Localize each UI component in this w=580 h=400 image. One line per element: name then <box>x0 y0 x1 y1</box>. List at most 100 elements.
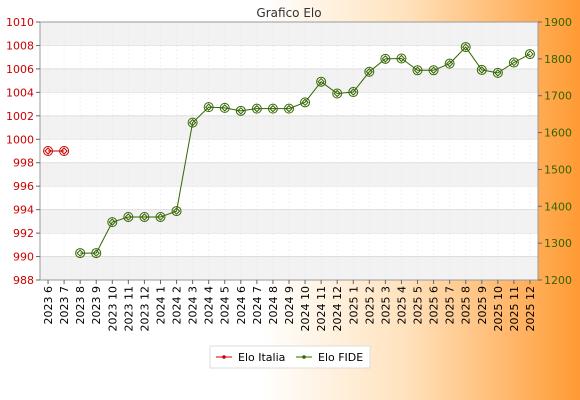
data-point <box>380 53 391 64</box>
y-left-tick-label: 998 <box>13 157 34 170</box>
series-elo-italia <box>43 146 70 156</box>
data-point-marker <box>397 54 406 63</box>
data-point-marker <box>445 59 454 68</box>
data-point <box>492 67 503 78</box>
grid-band <box>40 22 538 46</box>
y-left-tick-label: 1002 <box>6 110 34 123</box>
data-point-marker <box>285 104 293 113</box>
legend-swatch-marker <box>302 355 306 359</box>
data-point <box>316 76 327 87</box>
data-point <box>444 58 455 69</box>
data-point-marker <box>108 218 116 226</box>
legend-label: Elo FIDE <box>318 351 363 364</box>
data-point-marker <box>381 55 390 63</box>
y-left-tick-label: 996 <box>13 180 34 193</box>
y-right-tick-label: 1300 <box>544 237 572 250</box>
data-point <box>107 217 118 228</box>
y-right-tick-label: 1700 <box>544 90 572 103</box>
y-left-tick-label: 1010 <box>6 16 34 29</box>
data-point-marker <box>60 147 68 155</box>
data-point <box>348 87 359 98</box>
data-point <box>284 103 294 114</box>
data-point <box>139 211 150 222</box>
x-tick-label: 2025 10 <box>492 286 505 332</box>
x-tick-label: 2025 8 <box>460 286 473 325</box>
data-point-marker <box>44 147 52 155</box>
y-left-tick-label: 1004 <box>6 86 34 99</box>
x-tick-label: 2025 4 <box>395 286 408 325</box>
data-point <box>91 248 102 259</box>
data-point <box>123 211 134 222</box>
data-point <box>75 248 86 259</box>
data-point-marker <box>301 98 309 107</box>
data-point <box>43 146 54 156</box>
x-tick-label: 2023 6 <box>42 286 55 325</box>
grid-band <box>40 256 538 280</box>
data-point-marker <box>413 66 422 74</box>
x-tick-label: 2024 5 <box>219 286 232 325</box>
data-point <box>332 88 343 99</box>
y-axis-left: 988 990 992 994 996 998 1000 1002 1004 1006 1008 10… <box>6 16 40 287</box>
data-point-marker <box>172 207 181 215</box>
data-point-marker <box>349 88 357 96</box>
x-tick-label: 2024 1 <box>154 286 167 325</box>
series-elo-fide <box>75 42 535 259</box>
legend-label: Elo Italia <box>238 351 285 364</box>
data-point-marker <box>429 66 438 74</box>
data-point-marker <box>124 213 133 221</box>
y-right-tick-label: 1600 <box>544 127 572 140</box>
y-left-tick-label: 1006 <box>6 63 34 76</box>
data-point-marker <box>253 104 261 113</box>
x-tick-label: 2024 12 <box>331 286 344 332</box>
data-point-marker <box>140 213 149 221</box>
data-point <box>59 146 70 156</box>
legend-swatch-marker <box>222 355 226 359</box>
y-right-tick-label: 1900 <box>544 16 572 29</box>
data-point <box>508 57 519 68</box>
data-point-marker <box>237 107 245 115</box>
x-axis: 2023 6 2023 7 2023 8 2023 9 2023 10 2023 11 20… <box>42 280 537 332</box>
data-point-marker <box>510 58 518 67</box>
data-point-marker <box>526 50 534 58</box>
y-right-tick-label: 1200 <box>544 274 572 287</box>
x-tick-label: 2023 8 <box>74 286 87 325</box>
x-tick-label: 2023 10 <box>106 286 119 332</box>
data-point <box>364 66 375 77</box>
data-point <box>412 65 423 76</box>
data-point-marker <box>478 66 486 74</box>
data-point <box>251 103 262 114</box>
data-point-marker <box>494 69 502 77</box>
data-point-marker <box>462 43 470 51</box>
y-left-tick-label: 988 <box>13 274 34 287</box>
x-tick-label: 2023 7 <box>58 286 71 325</box>
x-tick-label: 2025 12 <box>524 286 537 332</box>
x-tick-label: 2024 3 <box>187 286 200 325</box>
data-point <box>524 49 535 60</box>
series-line <box>80 46 531 254</box>
y-left-tick-label: 992 <box>13 227 34 240</box>
data-point <box>171 206 182 217</box>
x-tick-label: 2025 3 <box>379 286 392 325</box>
x-tick-label: 2024 2 <box>171 286 184 325</box>
x-tick-label: 2024 10 <box>299 286 312 332</box>
data-point <box>460 42 471 53</box>
x-tick-label: 2025 2 <box>363 286 376 325</box>
x-tick-label: 2025 1 <box>347 286 360 325</box>
x-tick-label: 2025 5 <box>412 286 425 325</box>
y-left-tick-label: 1000 <box>6 133 34 146</box>
x-tick-label: 2023 9 <box>90 286 103 325</box>
grid-band <box>40 68 538 93</box>
data-point <box>235 105 246 116</box>
x-tick-label: 2024 8 <box>267 286 280 325</box>
data-point-marker <box>76 249 84 257</box>
data-point <box>203 102 214 113</box>
series-layer <box>43 42 535 259</box>
x-tick-label: 2025 9 <box>476 286 489 325</box>
data-point <box>300 97 311 108</box>
data-point-marker <box>317 78 325 86</box>
x-tick-label: 2023 11 <box>122 286 135 332</box>
x-tick-label: 2025 6 <box>428 286 441 325</box>
y-right-tick-label: 1400 <box>544 200 572 213</box>
x-tick-label: 2024 7 <box>251 286 264 325</box>
y-axis-right: 1200 1300 1400 1500 1600 1700 1800 1900 <box>538 16 572 287</box>
